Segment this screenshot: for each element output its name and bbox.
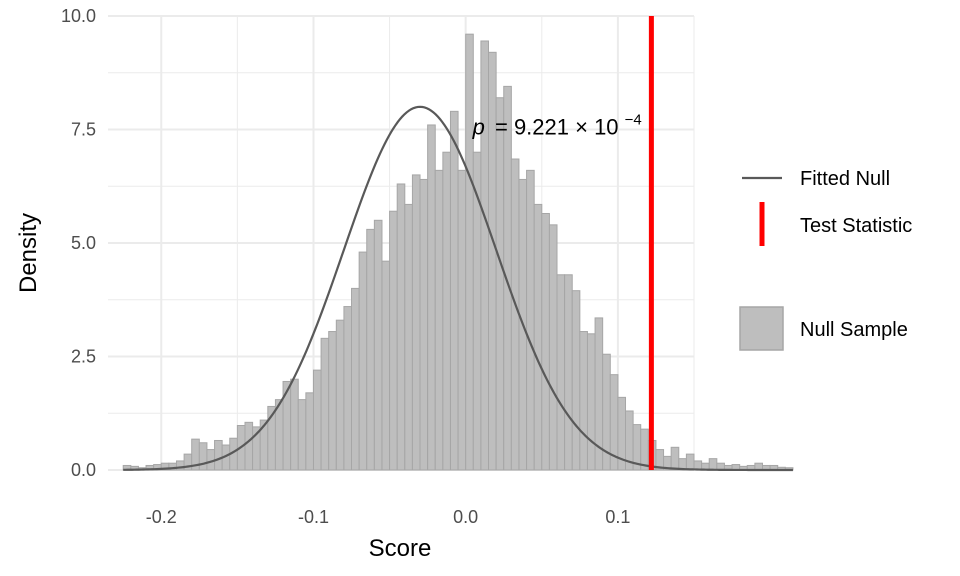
histogram-bar bbox=[328, 331, 337, 471]
p-symbol: p bbox=[472, 115, 485, 140]
histogram-bar bbox=[533, 203, 543, 471]
x-tick-labels: -0.2 -0.1 0.0 0.1 bbox=[146, 507, 631, 527]
histogram-bar bbox=[442, 151, 451, 471]
y-axis-title: Density bbox=[15, 213, 42, 293]
histogram-bar bbox=[419, 178, 429, 471]
histogram-bar bbox=[434, 169, 444, 471]
y-tick-label: 5.0 bbox=[71, 233, 96, 253]
histogram-bar bbox=[351, 287, 360, 471]
histogram-bar bbox=[556, 274, 566, 471]
histogram-bar bbox=[335, 319, 345, 471]
histogram-bar bbox=[586, 333, 596, 471]
histogram-bar bbox=[510, 158, 520, 471]
histogram-bar bbox=[670, 446, 680, 471]
histogram-bar bbox=[389, 210, 398, 471]
legend-label-fitted-null: Fitted Null bbox=[800, 168, 890, 190]
histogram-bar bbox=[396, 183, 406, 471]
histogram-bar bbox=[404, 203, 413, 471]
histogram-bars bbox=[122, 33, 794, 471]
histogram-bar bbox=[571, 290, 581, 471]
histogram-bar bbox=[541, 212, 550, 471]
histogram-bar bbox=[495, 97, 505, 471]
histogram-bar bbox=[381, 260, 391, 471]
y-tick-label: 7.5 bbox=[71, 120, 96, 140]
histogram-bar bbox=[411, 174, 421, 471]
legend-label-test-statistic: Test Statistic bbox=[800, 215, 912, 237]
histogram-bar bbox=[427, 124, 436, 471]
histogram-bar bbox=[685, 453, 695, 471]
legend-key-null-sample bbox=[739, 306, 784, 351]
p-value-annotation: p = 9.221 × 10 −4 bbox=[472, 112, 642, 140]
histogram-bar bbox=[305, 392, 314, 471]
histogram-bar bbox=[373, 219, 383, 471]
histogram-bar bbox=[198, 442, 208, 471]
histogram-bar bbox=[297, 399, 307, 471]
histogram-bar bbox=[708, 458, 718, 471]
histogram-bar bbox=[290, 378, 299, 471]
histogram-bar bbox=[465, 33, 474, 471]
histogram-bar bbox=[457, 169, 467, 471]
histogram-bar bbox=[579, 331, 588, 471]
histogram-bar bbox=[358, 251, 368, 471]
x-tick-label: -0.2 bbox=[146, 507, 177, 527]
x-tick-label: 0.0 bbox=[453, 507, 478, 527]
p-value-exponent: −4 bbox=[625, 112, 642, 129]
histogram-bar bbox=[244, 421, 254, 471]
histogram-bar bbox=[472, 151, 482, 471]
histogram-bar bbox=[449, 110, 459, 471]
histogram-bar bbox=[564, 274, 573, 471]
x-tick-label: 0.1 bbox=[605, 507, 630, 527]
x-tick-label: -0.1 bbox=[298, 507, 329, 527]
x-axis-title: Score bbox=[369, 535, 432, 562]
histogram-bar bbox=[343, 306, 353, 471]
y-tick-label: 0.0 bbox=[71, 460, 96, 480]
histogram-bar bbox=[312, 369, 322, 471]
y-tick-label: 2.5 bbox=[71, 347, 96, 367]
y-tick-labels: 0.0 2.5 5.0 7.5 10.0 bbox=[61, 6, 96, 480]
histogram-bar bbox=[214, 439, 223, 471]
histogram-bar bbox=[320, 337, 330, 471]
fitted-null-curve bbox=[123, 105, 793, 472]
histogram-bar bbox=[548, 224, 558, 471]
histogram-bar bbox=[526, 169, 535, 471]
p-value-text: = 9.221 × 10 bbox=[495, 115, 619, 140]
fitted-null-curve-group bbox=[123, 105, 793, 472]
legend: Fitted Null Test Statistic Null Sample bbox=[739, 168, 912, 351]
y-tick-label: 10.0 bbox=[61, 6, 96, 26]
histogram-bar bbox=[480, 40, 490, 471]
histogram-bar bbox=[366, 228, 375, 471]
legend-label-null-sample: Null Sample bbox=[800, 319, 908, 341]
